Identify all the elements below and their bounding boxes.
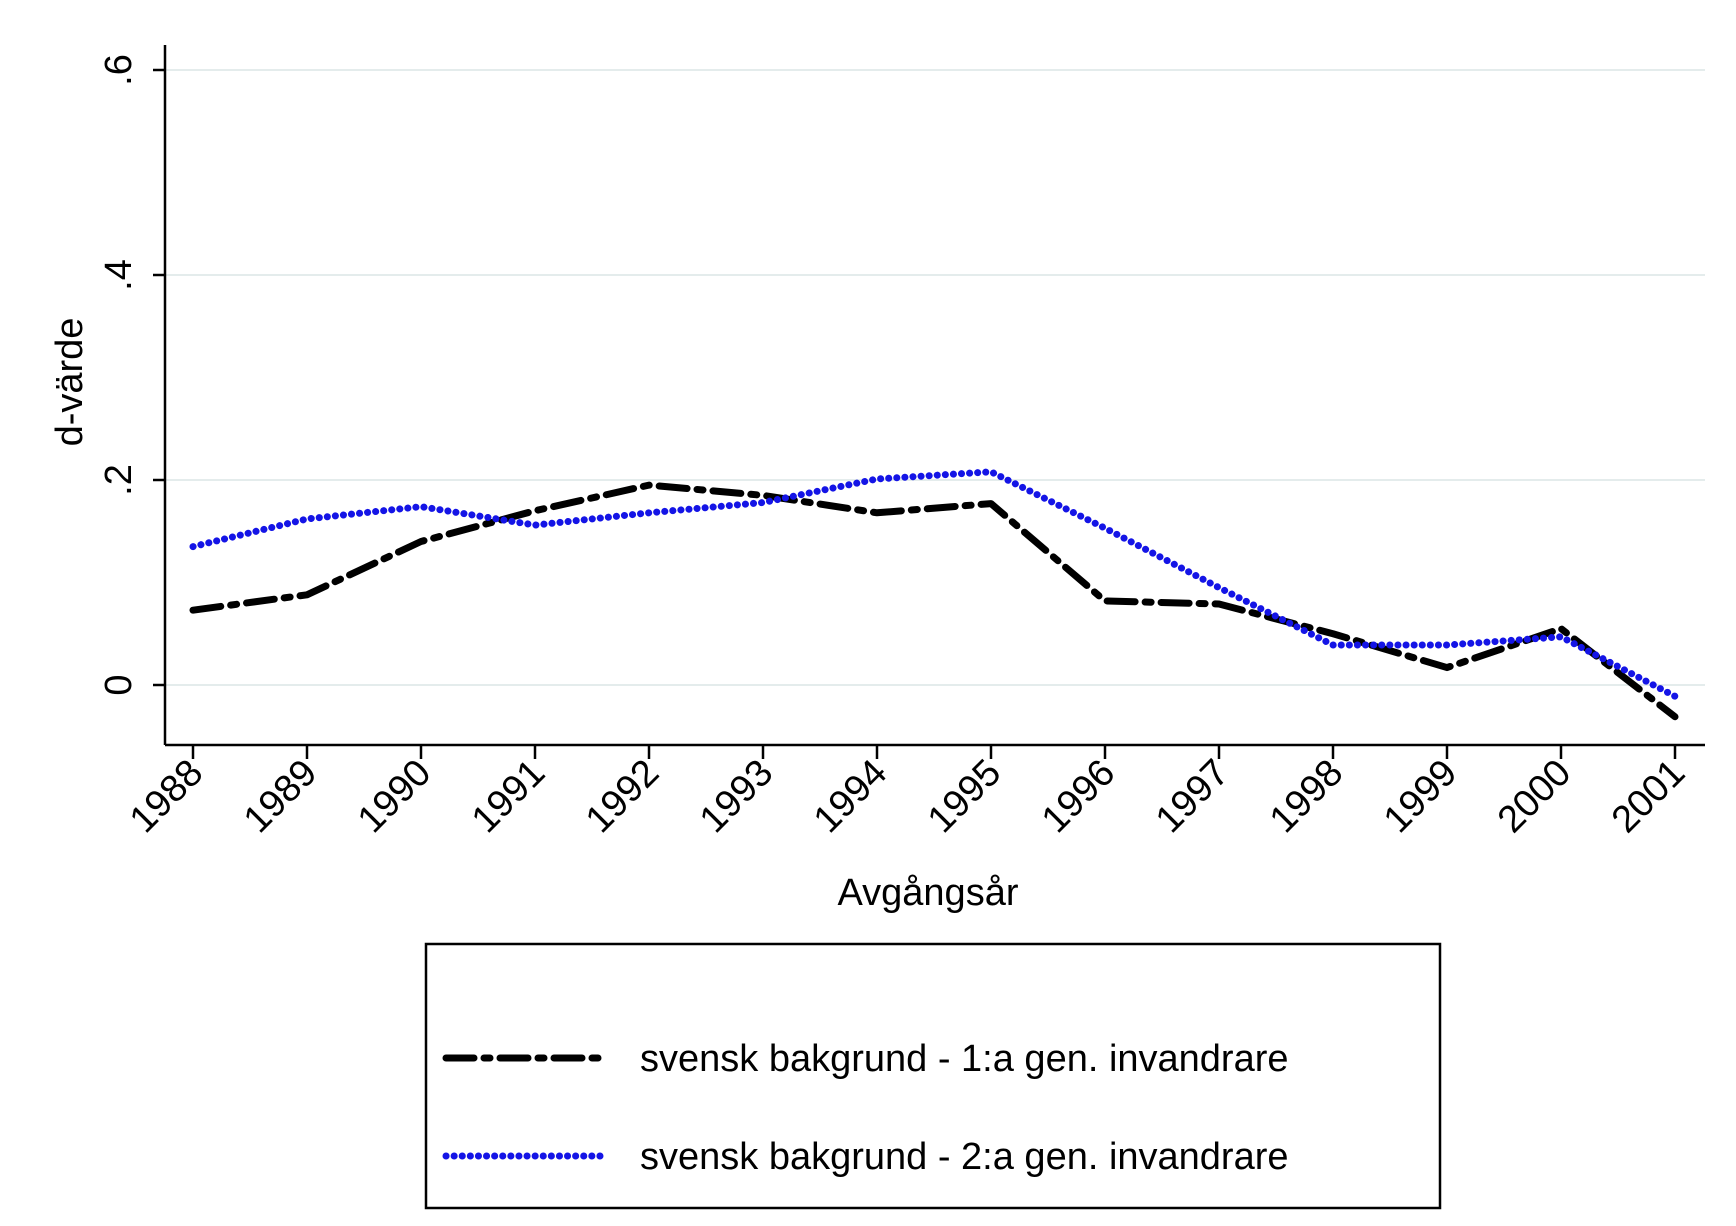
legend-label: svensk bakgrund - 2:a gen. invandrare	[640, 1136, 1289, 1178]
x-axis-title: Avgångsår	[838, 872, 1019, 914]
series-layer	[189, 468, 1679, 721]
gridlines	[165, 69, 1705, 686]
series-line-2	[189, 468, 1679, 700]
legend-label: svensk bakgrund - 1:a gen. invandrare	[640, 1038, 1289, 1080]
y-axis-title: d-värde	[49, 318, 91, 447]
series-line-1	[189, 481, 1679, 721]
y-tick-label: .4	[98, 259, 140, 291]
legend: svensk bakgrund - 1:a gen. invandrare sve…	[424, 942, 1442, 1210]
y-tick-label: .2	[98, 464, 140, 496]
y-tick-label: 0	[98, 674, 140, 695]
y-tick-label: .6	[98, 54, 140, 86]
y-axis-ticks: 0 .2 .4 .6	[98, 54, 165, 696]
legend-box	[424, 942, 1442, 1210]
